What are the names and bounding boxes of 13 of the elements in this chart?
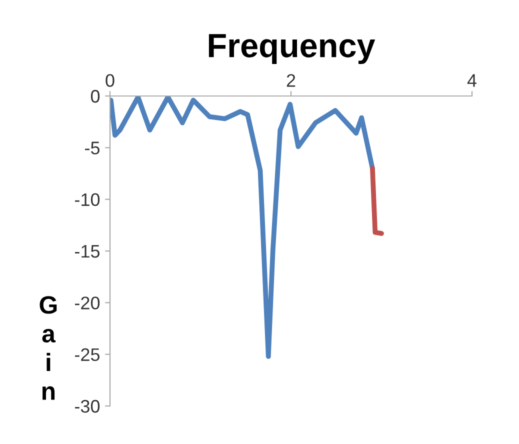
y-tick-label: -5 xyxy=(85,142,100,154)
y-tick-label: 0 xyxy=(90,90,100,103)
y-tick-label: -25 xyxy=(74,348,100,362)
y-tick-label: -20 xyxy=(74,296,100,310)
y-tick-label: -30 xyxy=(74,400,100,413)
line-series xyxy=(110,96,375,359)
y-axis-title: Gain xyxy=(40,296,57,400)
x-tick-label: 2 xyxy=(286,74,296,87)
y-tick-label: -10 xyxy=(74,193,100,206)
x-tick-label: 0 xyxy=(106,74,114,87)
chart-title: Frequency xyxy=(208,34,376,64)
y-tick-label: -15 xyxy=(74,245,100,258)
x-tick-label: 4 xyxy=(467,74,476,87)
